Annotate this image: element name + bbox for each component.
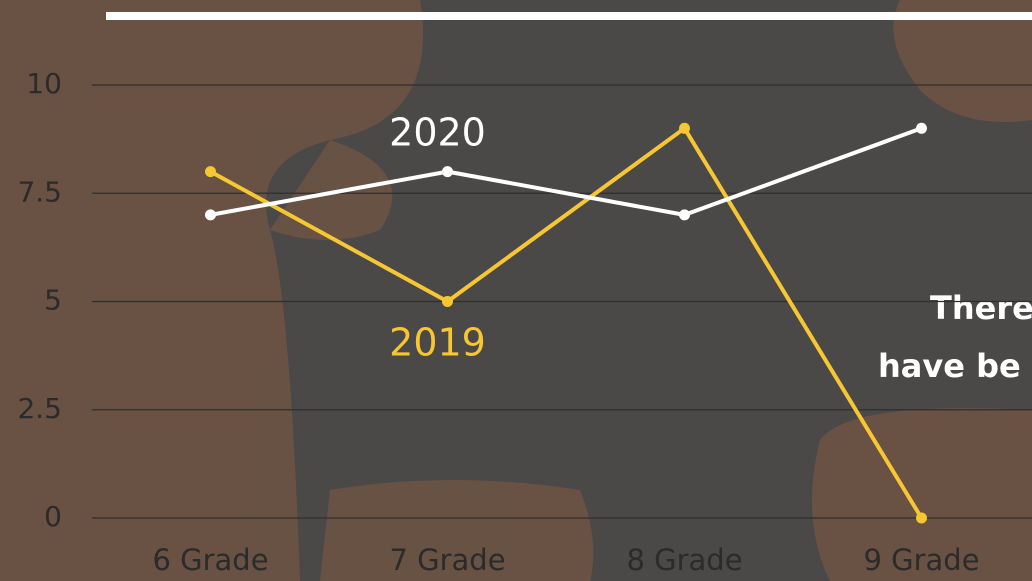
x-tick-label: 8 Grade — [626, 543, 742, 577]
data-point — [679, 209, 690, 220]
y-tick-label: 10 — [26, 67, 62, 100]
annotation: have be — [878, 347, 1021, 385]
page: {"chart_data": {"type": "line", "categor… — [0, 0, 1032, 581]
x-tick-label: 9 Grade — [863, 543, 979, 577]
data-point — [442, 296, 453, 307]
slide: There have be 0 2.5 5 7.5 10 6 Grade 7 Grade 8 … — [0, 0, 1032, 581]
x-tick-label: 7 Grade — [389, 543, 505, 577]
data-point — [916, 513, 927, 524]
x-tick-label: 6 Grade — [152, 543, 268, 577]
y-tick-label: 7.5 — [17, 175, 62, 208]
series-label: 2020 — [389, 111, 486, 155]
series-label: 2019 — [389, 321, 486, 365]
y-tick-label: 2.5 — [17, 392, 62, 425]
header-bar — [106, 12, 1032, 20]
data-point — [205, 166, 216, 177]
annotation: There — [930, 289, 1032, 327]
data-point — [916, 123, 927, 134]
y-tick-label: 0 — [44, 500, 62, 533]
data-point — [679, 123, 690, 134]
data-point — [442, 166, 453, 177]
y-tick-label: 5 — [44, 284, 62, 317]
data-point — [205, 209, 216, 220]
